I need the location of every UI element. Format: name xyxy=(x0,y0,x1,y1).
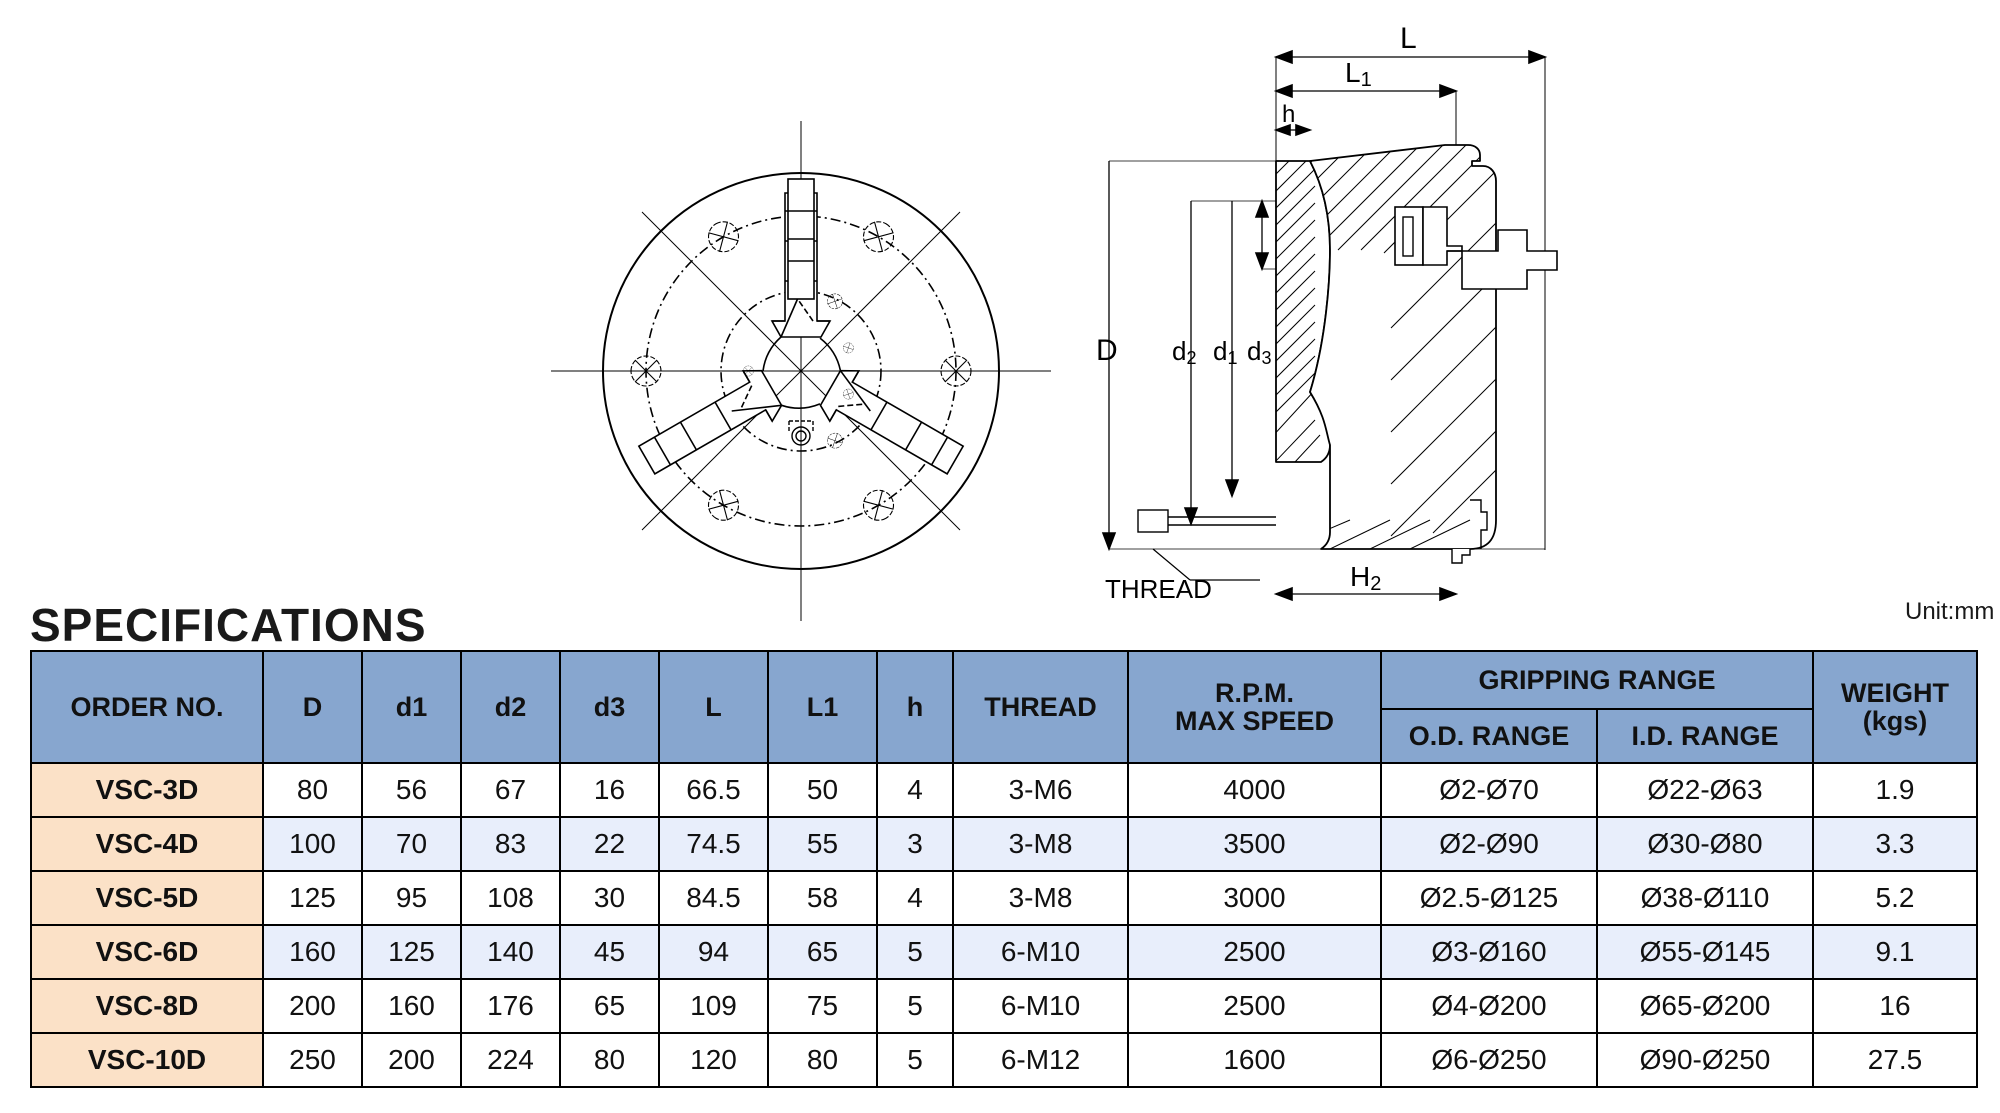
svg-text:L: L xyxy=(1400,22,1417,55)
svg-text:THREAD: THREAD xyxy=(1105,574,1212,604)
svg-text:L1: L1 xyxy=(1345,57,1372,91)
svg-text:d1: d1 xyxy=(1213,336,1237,368)
svg-text:H2: H2 xyxy=(1350,561,1381,595)
svg-text:D: D xyxy=(1096,334,1118,367)
svg-text:h: h xyxy=(1282,101,1295,128)
svg-text:d3: d3 xyxy=(1247,336,1271,368)
svg-text:d2: d2 xyxy=(1172,336,1196,368)
